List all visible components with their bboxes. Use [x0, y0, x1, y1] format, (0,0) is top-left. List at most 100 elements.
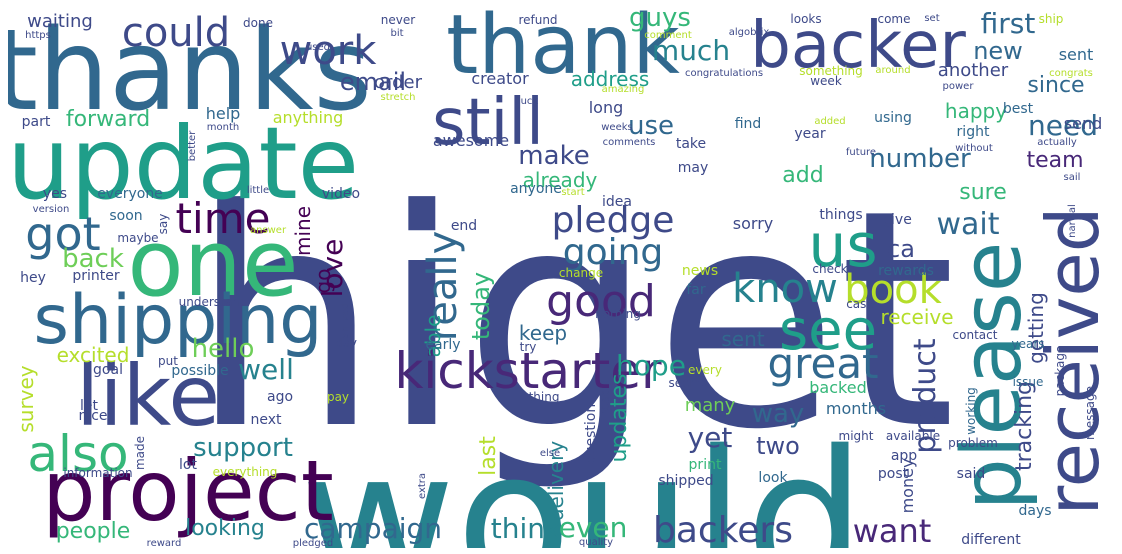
word-us: us [808, 211, 878, 281]
word-look: look [758, 470, 788, 486]
word-added: added [814, 116, 846, 127]
word-guys: guys [629, 6, 691, 33]
word-sure: sure [959, 180, 1007, 205]
word-check: check [812, 262, 848, 276]
word-best: best [1002, 101, 1034, 117]
word-done: done [243, 16, 273, 30]
word-thanks: thanks [8, 6, 372, 136]
word-available: available [885, 429, 941, 443]
word-since: since [1027, 73, 1085, 98]
word-team: team [1026, 148, 1084, 173]
word-put: put [158, 354, 178, 368]
word-backers: backers [653, 510, 793, 549]
word-email: email [339, 68, 407, 96]
word-also: also [27, 425, 129, 483]
word-sail: sail [1063, 172, 1081, 183]
word-use: use [627, 111, 675, 141]
word-creator: creator [471, 69, 529, 88]
word-change: change [558, 266, 604, 280]
word-work: work [279, 28, 377, 74]
word-year: year [794, 126, 826, 142]
word-congrats: congrats [1049, 68, 1093, 79]
word-month: month [206, 122, 240, 133]
word-think: think [490, 512, 562, 545]
word-pledged: pledged [292, 538, 334, 549]
word-excited: excited [56, 343, 130, 367]
word-quality: quality [578, 537, 614, 548]
word-week: week [810, 74, 842, 88]
word-happy: happy [944, 99, 1008, 123]
word-soon: soon [109, 208, 143, 224]
word-sorry: sorry [732, 214, 774, 233]
word-far: far [686, 282, 706, 298]
word-yet: yet [687, 421, 733, 454]
word-working: working [964, 387, 978, 435]
word-everything: everything [212, 465, 278, 479]
word-made: made [133, 435, 147, 471]
word-end: end [450, 218, 478, 234]
word-narwal: narwal [1067, 204, 1078, 238]
word-thing: thing [528, 390, 560, 404]
word-algobrix: algobrix [728, 27, 770, 38]
word-go: go [311, 268, 335, 294]
word-would: would [300, 410, 866, 549]
word-early: early [425, 337, 461, 353]
word-bit: bit [390, 28, 404, 39]
word-may: may [677, 160, 709, 176]
word-https: https [25, 30, 51, 41]
word-version: version [32, 204, 70, 215]
word-said: said [956, 466, 986, 482]
word-thank: thank [446, 6, 680, 93]
word-maybe: maybe [117, 231, 159, 245]
word-might: might [838, 429, 874, 443]
word-package: package [1053, 345, 1067, 397]
word-already: already [522, 168, 598, 192]
word-good: good [546, 276, 656, 327]
word-message: message [1083, 386, 1097, 440]
word-stretch: stretch [380, 92, 416, 103]
word-comment: comment [644, 30, 692, 41]
word-years: years [1011, 337, 1045, 351]
word-ship: ship [1038, 12, 1064, 26]
word-without: without [955, 143, 993, 154]
word-pay: pay [326, 390, 350, 404]
word-many: many [684, 395, 736, 416]
word-long: long [588, 98, 624, 117]
word-pledge: pledge [551, 200, 675, 241]
word-comments: comments [602, 137, 656, 148]
word-better: better [187, 130, 198, 162]
word-survey: survey [14, 365, 38, 433]
word-never: never [380, 13, 416, 27]
word-come: come [877, 12, 911, 26]
word-months: months [825, 399, 887, 418]
word-let: let [80, 398, 98, 414]
word-new: new [973, 37, 1023, 65]
word-read: read [598, 388, 612, 416]
word-hey: hey [20, 270, 46, 286]
word-case: case [846, 297, 874, 311]
word-next: next [250, 412, 282, 428]
word-shipping: shipping [33, 281, 323, 360]
word-could: could [121, 10, 231, 56]
word-even: even [558, 511, 628, 544]
word-book: book [844, 267, 942, 313]
word-reward: reward [146, 538, 182, 549]
word-start: start [561, 187, 585, 198]
word-understand: understand [178, 295, 248, 309]
word-hello: hello [191, 334, 255, 364]
word-around: around [875, 65, 911, 76]
word-try: try [519, 340, 537, 354]
word-set: set [924, 13, 940, 24]
word-problem: problem [948, 436, 998, 450]
word-extra: extra [417, 472, 428, 500]
word-send: send [1063, 114, 1103, 133]
word-say: say [156, 213, 170, 235]
word-great: great [767, 339, 879, 388]
word-project: project [42, 442, 334, 540]
word-add: add [782, 163, 824, 188]
word-make: make [518, 141, 590, 171]
word-question: question [583, 403, 599, 465]
word-answer: answer [249, 225, 287, 236]
word-something: something [799, 64, 863, 78]
word-one: one [127, 210, 299, 317]
